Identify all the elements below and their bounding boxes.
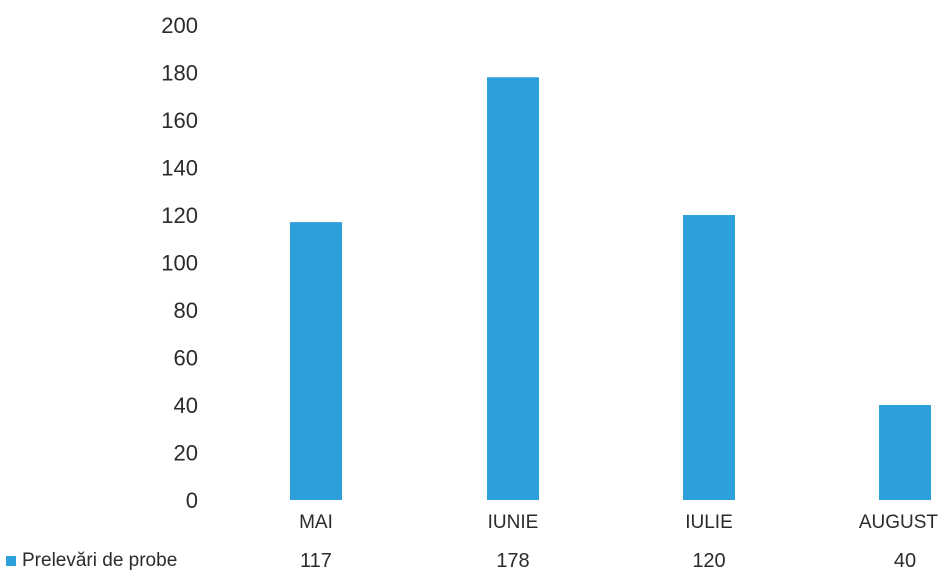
bar xyxy=(879,405,931,500)
y-tick-label: 120 xyxy=(161,203,198,228)
x-category-label: IULIE xyxy=(685,512,733,533)
y-tick-label: 180 xyxy=(161,61,198,86)
x-category-label: IUNIE xyxy=(488,512,539,533)
y-tick-label: 140 xyxy=(161,156,198,181)
y-tick-label: 40 xyxy=(174,393,198,418)
data-table-value: 117 xyxy=(300,550,332,572)
data-table-values: 117 178 120 40 xyxy=(300,550,916,572)
y-tick-label: 100 xyxy=(161,251,198,276)
data-table-value: 120 xyxy=(692,550,725,572)
y-tick-label: 20 xyxy=(174,441,198,466)
bars xyxy=(290,77,931,500)
x-category-label: AUGUST xyxy=(859,512,939,533)
y-tick-label: 0 xyxy=(186,488,198,513)
y-tick-label: 80 xyxy=(174,298,198,323)
y-tick-label: 160 xyxy=(161,108,198,133)
legend-swatch xyxy=(6,556,16,566)
legend: Prelevări de probe xyxy=(6,550,177,571)
y-tick-label: 60 xyxy=(174,346,198,371)
x-category-label: MAI xyxy=(299,512,333,533)
bar xyxy=(487,77,539,500)
x-axis-labels: MAI IUNIE IULIE AUGUST xyxy=(299,512,938,533)
y-axis-ticks: 0 20 40 60 80 100 120 140 160 180 200 xyxy=(161,13,198,513)
legend-label: Prelevări de probe xyxy=(22,550,177,571)
y-tick-label: 200 xyxy=(161,13,198,38)
data-table-value: 40 xyxy=(894,550,916,572)
data-table-value: 178 xyxy=(496,550,529,572)
bar xyxy=(290,222,342,500)
bar xyxy=(683,215,735,500)
